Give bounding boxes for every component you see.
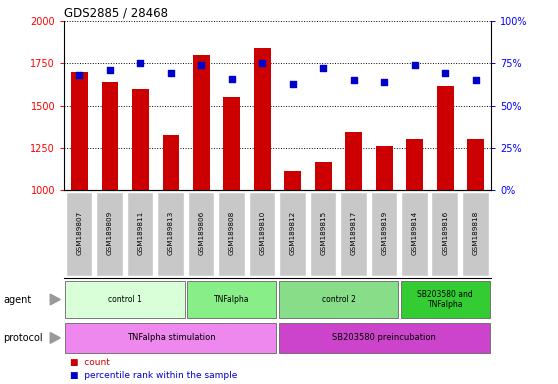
Bar	[315, 162, 331, 190]
Text: GSM189818: GSM189818	[473, 210, 479, 255]
Bar	[279, 281, 398, 318]
Text: GSM189808: GSM189808	[229, 210, 235, 255]
Bar	[463, 193, 489, 276]
Point	[197, 62, 206, 68]
Bar	[345, 132, 362, 190]
Point	[75, 72, 84, 78]
Bar	[285, 172, 301, 190]
Text: control 2: control 2	[321, 295, 355, 304]
Bar	[128, 193, 153, 276]
Point	[349, 77, 358, 83]
Point	[380, 79, 389, 85]
Bar	[66, 193, 92, 276]
Text: control 1: control 1	[108, 295, 142, 304]
Bar	[65, 281, 185, 318]
Text: GSM189813: GSM189813	[168, 210, 174, 255]
Text: protocol: protocol	[3, 333, 43, 343]
Bar	[224, 97, 240, 190]
Bar	[341, 193, 367, 276]
Text: GSM189811: GSM189811	[137, 210, 143, 255]
Bar	[432, 193, 458, 276]
Bar	[187, 281, 276, 318]
Text: ■  percentile rank within the sample: ■ percentile rank within the sample	[70, 371, 237, 380]
Point	[472, 77, 480, 83]
Point	[441, 70, 450, 76]
Bar	[71, 72, 88, 190]
Text: agent: agent	[3, 295, 32, 305]
Text: GSM189819: GSM189819	[381, 210, 387, 255]
Text: ■  count: ■ count	[70, 358, 109, 367]
Bar	[468, 139, 484, 190]
Bar	[372, 193, 397, 276]
Text: GSM189806: GSM189806	[199, 210, 204, 255]
Bar	[437, 86, 454, 190]
Point	[319, 65, 328, 71]
Point	[258, 60, 267, 66]
Text: TNFalpha: TNFalpha	[214, 295, 249, 304]
Bar	[280, 193, 306, 276]
Point	[166, 70, 175, 76]
Bar	[97, 193, 123, 276]
Text: GSM189810: GSM189810	[259, 210, 266, 255]
Text: SB203580 and
TNFalpha: SB203580 and TNFalpha	[417, 290, 473, 309]
Point	[410, 62, 419, 68]
Bar	[132, 89, 149, 190]
Text: GSM189812: GSM189812	[290, 210, 296, 255]
Bar	[376, 146, 393, 190]
Bar	[158, 193, 184, 276]
Bar	[249, 193, 275, 276]
Bar	[254, 48, 271, 190]
Bar	[279, 323, 490, 353]
Text: TNFalpha stimulation: TNFalpha stimulation	[127, 333, 215, 343]
Bar	[65, 323, 276, 353]
Bar	[406, 139, 423, 190]
Point	[288, 81, 297, 87]
Text: GSM189809: GSM189809	[107, 210, 113, 255]
Text: GSM189817: GSM189817	[351, 210, 357, 255]
Text: GSM189815: GSM189815	[320, 210, 326, 255]
Bar	[311, 193, 336, 276]
Text: GSM189816: GSM189816	[442, 210, 448, 255]
Bar	[189, 193, 214, 276]
Bar	[402, 193, 427, 276]
Bar	[401, 281, 490, 318]
Text: GSM189814: GSM189814	[412, 210, 418, 255]
Bar	[193, 55, 210, 190]
Text: GDS2885 / 28468: GDS2885 / 28468	[64, 7, 168, 20]
Bar	[102, 82, 118, 190]
Point	[228, 76, 237, 82]
Bar	[162, 135, 179, 190]
Point	[105, 67, 114, 73]
Text: GSM189807: GSM189807	[76, 210, 83, 255]
Text: SB203580 preincubation: SB203580 preincubation	[333, 333, 436, 343]
Point	[136, 60, 145, 66]
Bar	[219, 193, 244, 276]
